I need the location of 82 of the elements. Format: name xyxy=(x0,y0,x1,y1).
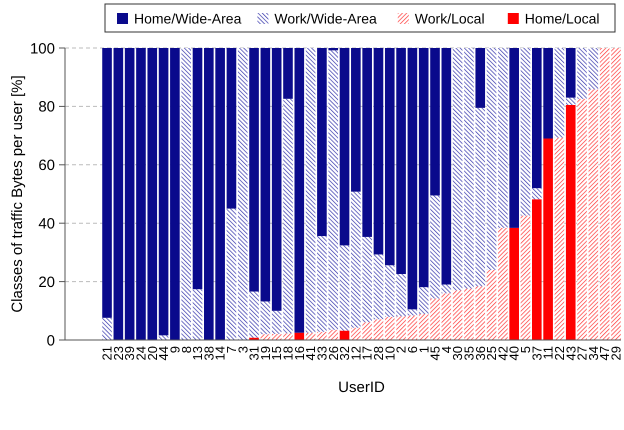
bar xyxy=(351,328,361,340)
bar xyxy=(272,310,282,334)
bar xyxy=(418,287,429,314)
y-tick-label: 80 xyxy=(38,98,55,116)
bar xyxy=(475,286,486,340)
bar xyxy=(384,316,395,340)
bar xyxy=(384,265,395,317)
bar xyxy=(577,98,587,340)
bar xyxy=(306,48,316,333)
bar xyxy=(226,208,236,340)
bar xyxy=(532,48,542,188)
bar xyxy=(566,104,576,340)
bar xyxy=(442,284,452,294)
bar xyxy=(306,332,316,340)
bar xyxy=(396,274,406,316)
bar xyxy=(577,48,587,99)
bar xyxy=(294,332,304,340)
bar xyxy=(328,330,338,340)
bar xyxy=(509,48,519,228)
bar xyxy=(351,192,361,328)
bar xyxy=(543,48,553,139)
bar xyxy=(498,48,508,228)
x-axis-title: UserID xyxy=(338,379,385,396)
bar xyxy=(181,48,192,340)
bar xyxy=(498,228,508,340)
bar xyxy=(430,298,440,340)
bar xyxy=(317,48,327,236)
bar xyxy=(475,108,486,286)
legend-label: Home/Local xyxy=(524,10,600,26)
y-tick-label: 20 xyxy=(38,274,55,291)
bar xyxy=(452,48,462,290)
bar xyxy=(238,48,248,340)
bar xyxy=(374,319,384,340)
bar xyxy=(464,288,474,340)
bar xyxy=(532,188,542,200)
bar xyxy=(396,316,406,340)
bar xyxy=(249,292,259,338)
bar xyxy=(430,195,440,299)
bar xyxy=(340,245,350,331)
y-tick-label: 60 xyxy=(38,157,55,174)
bar xyxy=(192,289,202,340)
legend-label: Work/Local xyxy=(414,10,485,26)
y-tick-label: 0 xyxy=(46,332,55,350)
y-axis-title: Classes of traffic Bytes per user [%] xyxy=(9,75,26,313)
bar xyxy=(317,236,327,332)
bar xyxy=(374,254,384,320)
bar xyxy=(600,48,610,340)
bar xyxy=(566,48,576,98)
legend-label: Work/Wide-Area xyxy=(274,10,378,26)
bar xyxy=(408,315,418,340)
y-tick-label: 100 xyxy=(30,40,55,58)
bar xyxy=(340,330,350,340)
bar xyxy=(408,309,418,316)
bar xyxy=(362,322,372,340)
bar xyxy=(317,332,327,340)
bar xyxy=(418,314,429,340)
bar xyxy=(475,48,486,108)
bar xyxy=(588,48,598,90)
bar xyxy=(554,138,564,340)
bar xyxy=(554,48,564,138)
bar xyxy=(452,290,462,340)
bar xyxy=(588,89,598,340)
bar xyxy=(362,236,372,322)
bar xyxy=(260,334,270,340)
bar xyxy=(566,98,576,105)
bar xyxy=(283,98,293,334)
y-tick-label: 40 xyxy=(38,215,55,232)
bar xyxy=(283,333,293,340)
bar xyxy=(442,293,452,340)
legend-label: Home/Wide-Area xyxy=(134,10,242,26)
bar xyxy=(543,138,553,340)
bar xyxy=(520,216,530,340)
bar xyxy=(486,270,496,340)
bar xyxy=(532,199,542,340)
bar xyxy=(486,48,496,270)
bar xyxy=(509,228,519,340)
bar xyxy=(611,48,621,340)
bar xyxy=(520,48,530,216)
bar xyxy=(328,50,338,330)
bar xyxy=(102,318,112,340)
bar xyxy=(464,48,474,289)
bar xyxy=(260,301,270,334)
